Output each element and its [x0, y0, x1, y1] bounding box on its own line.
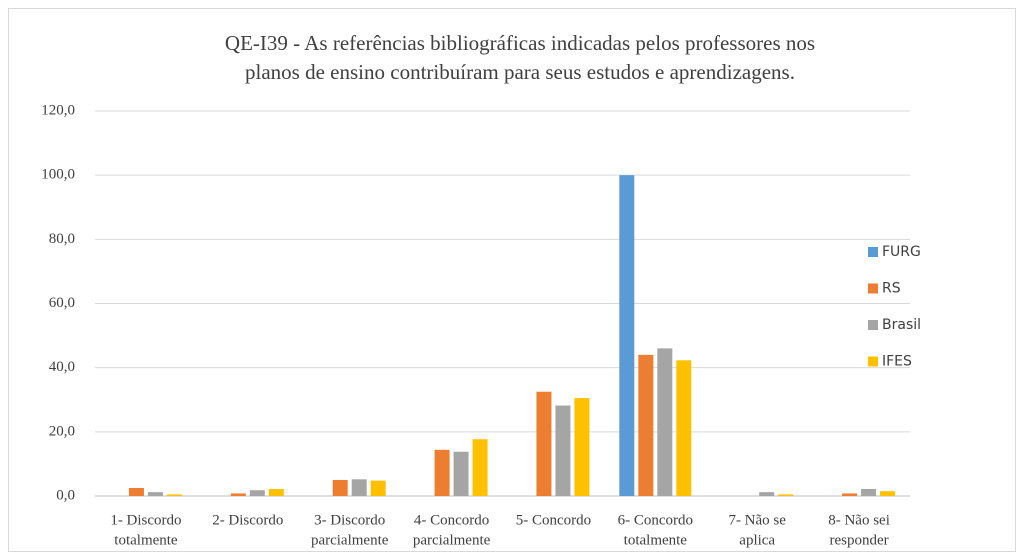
x-tick-label: 5- Concordo — [516, 512, 591, 528]
y-tick-label: 120,0 — [41, 102, 75, 118]
x-tick-label: 7- Não se — [728, 512, 786, 528]
bar — [619, 175, 635, 496]
bar — [536, 391, 552, 496]
bar — [778, 494, 794, 496]
chart-title: QE-I39 - As referências bibliográficas i… — [225, 31, 815, 55]
bar — [147, 492, 163, 496]
x-tick-label: 4- Concordo — [414, 512, 489, 528]
bar — [166, 494, 182, 496]
y-tick-label: 100,0 — [41, 167, 75, 183]
y-tick-label: 80,0 — [49, 231, 75, 247]
x-tick-label: responder — [829, 532, 888, 548]
legend-swatch — [868, 247, 878, 257]
bar — [880, 491, 896, 496]
legend-label: IFES — [882, 354, 912, 370]
bar — [472, 439, 488, 496]
bar — [861, 488, 877, 496]
bar — [230, 493, 246, 496]
bar — [128, 487, 144, 496]
bar — [453, 451, 469, 496]
legend-swatch — [868, 283, 878, 294]
x-tick-label: totalmente — [624, 532, 688, 548]
x-tick-label: 2- Discordo — [212, 512, 283, 528]
legend-swatch — [868, 356, 878, 367]
legend-label: Brasil — [882, 317, 921, 333]
y-tick-label: 0,0 — [56, 487, 75, 503]
legend-label: FURG — [882, 244, 921, 260]
x-tick-label: 3- Discordo — [314, 512, 385, 528]
x-tick-label: parcialmente — [311, 532, 389, 548]
y-tick-label: 20,0 — [49, 423, 75, 439]
bar — [759, 492, 775, 496]
bar — [676, 360, 692, 496]
x-tick-label: totalmente — [114, 532, 178, 548]
legend-label: RS — [882, 281, 901, 297]
legend-swatch — [868, 320, 878, 330]
bar — [268, 488, 284, 496]
bar — [351, 479, 367, 496]
chart-title: planos de ensino contribuíram para seus … — [245, 60, 795, 84]
x-tick-label: aplica — [739, 532, 775, 548]
bar — [657, 348, 673, 496]
y-tick-label: 40,0 — [49, 359, 75, 375]
bar — [638, 354, 654, 496]
bar — [434, 449, 450, 496]
bar — [370, 480, 386, 496]
y-tick-label: 60,0 — [49, 295, 75, 311]
bar — [574, 398, 590, 496]
bar — [332, 479, 348, 496]
x-tick-label: 8- Não sei — [828, 512, 890, 528]
bar — [249, 490, 265, 496]
x-tick-label: 1- Discordo — [110, 512, 181, 528]
bar — [842, 493, 858, 496]
chart-frame — [8, 8, 1016, 552]
x-tick-label: 6- Concordo — [618, 512, 693, 528]
bar — [555, 405, 571, 496]
x-tick-label: parcialmente — [413, 532, 491, 548]
